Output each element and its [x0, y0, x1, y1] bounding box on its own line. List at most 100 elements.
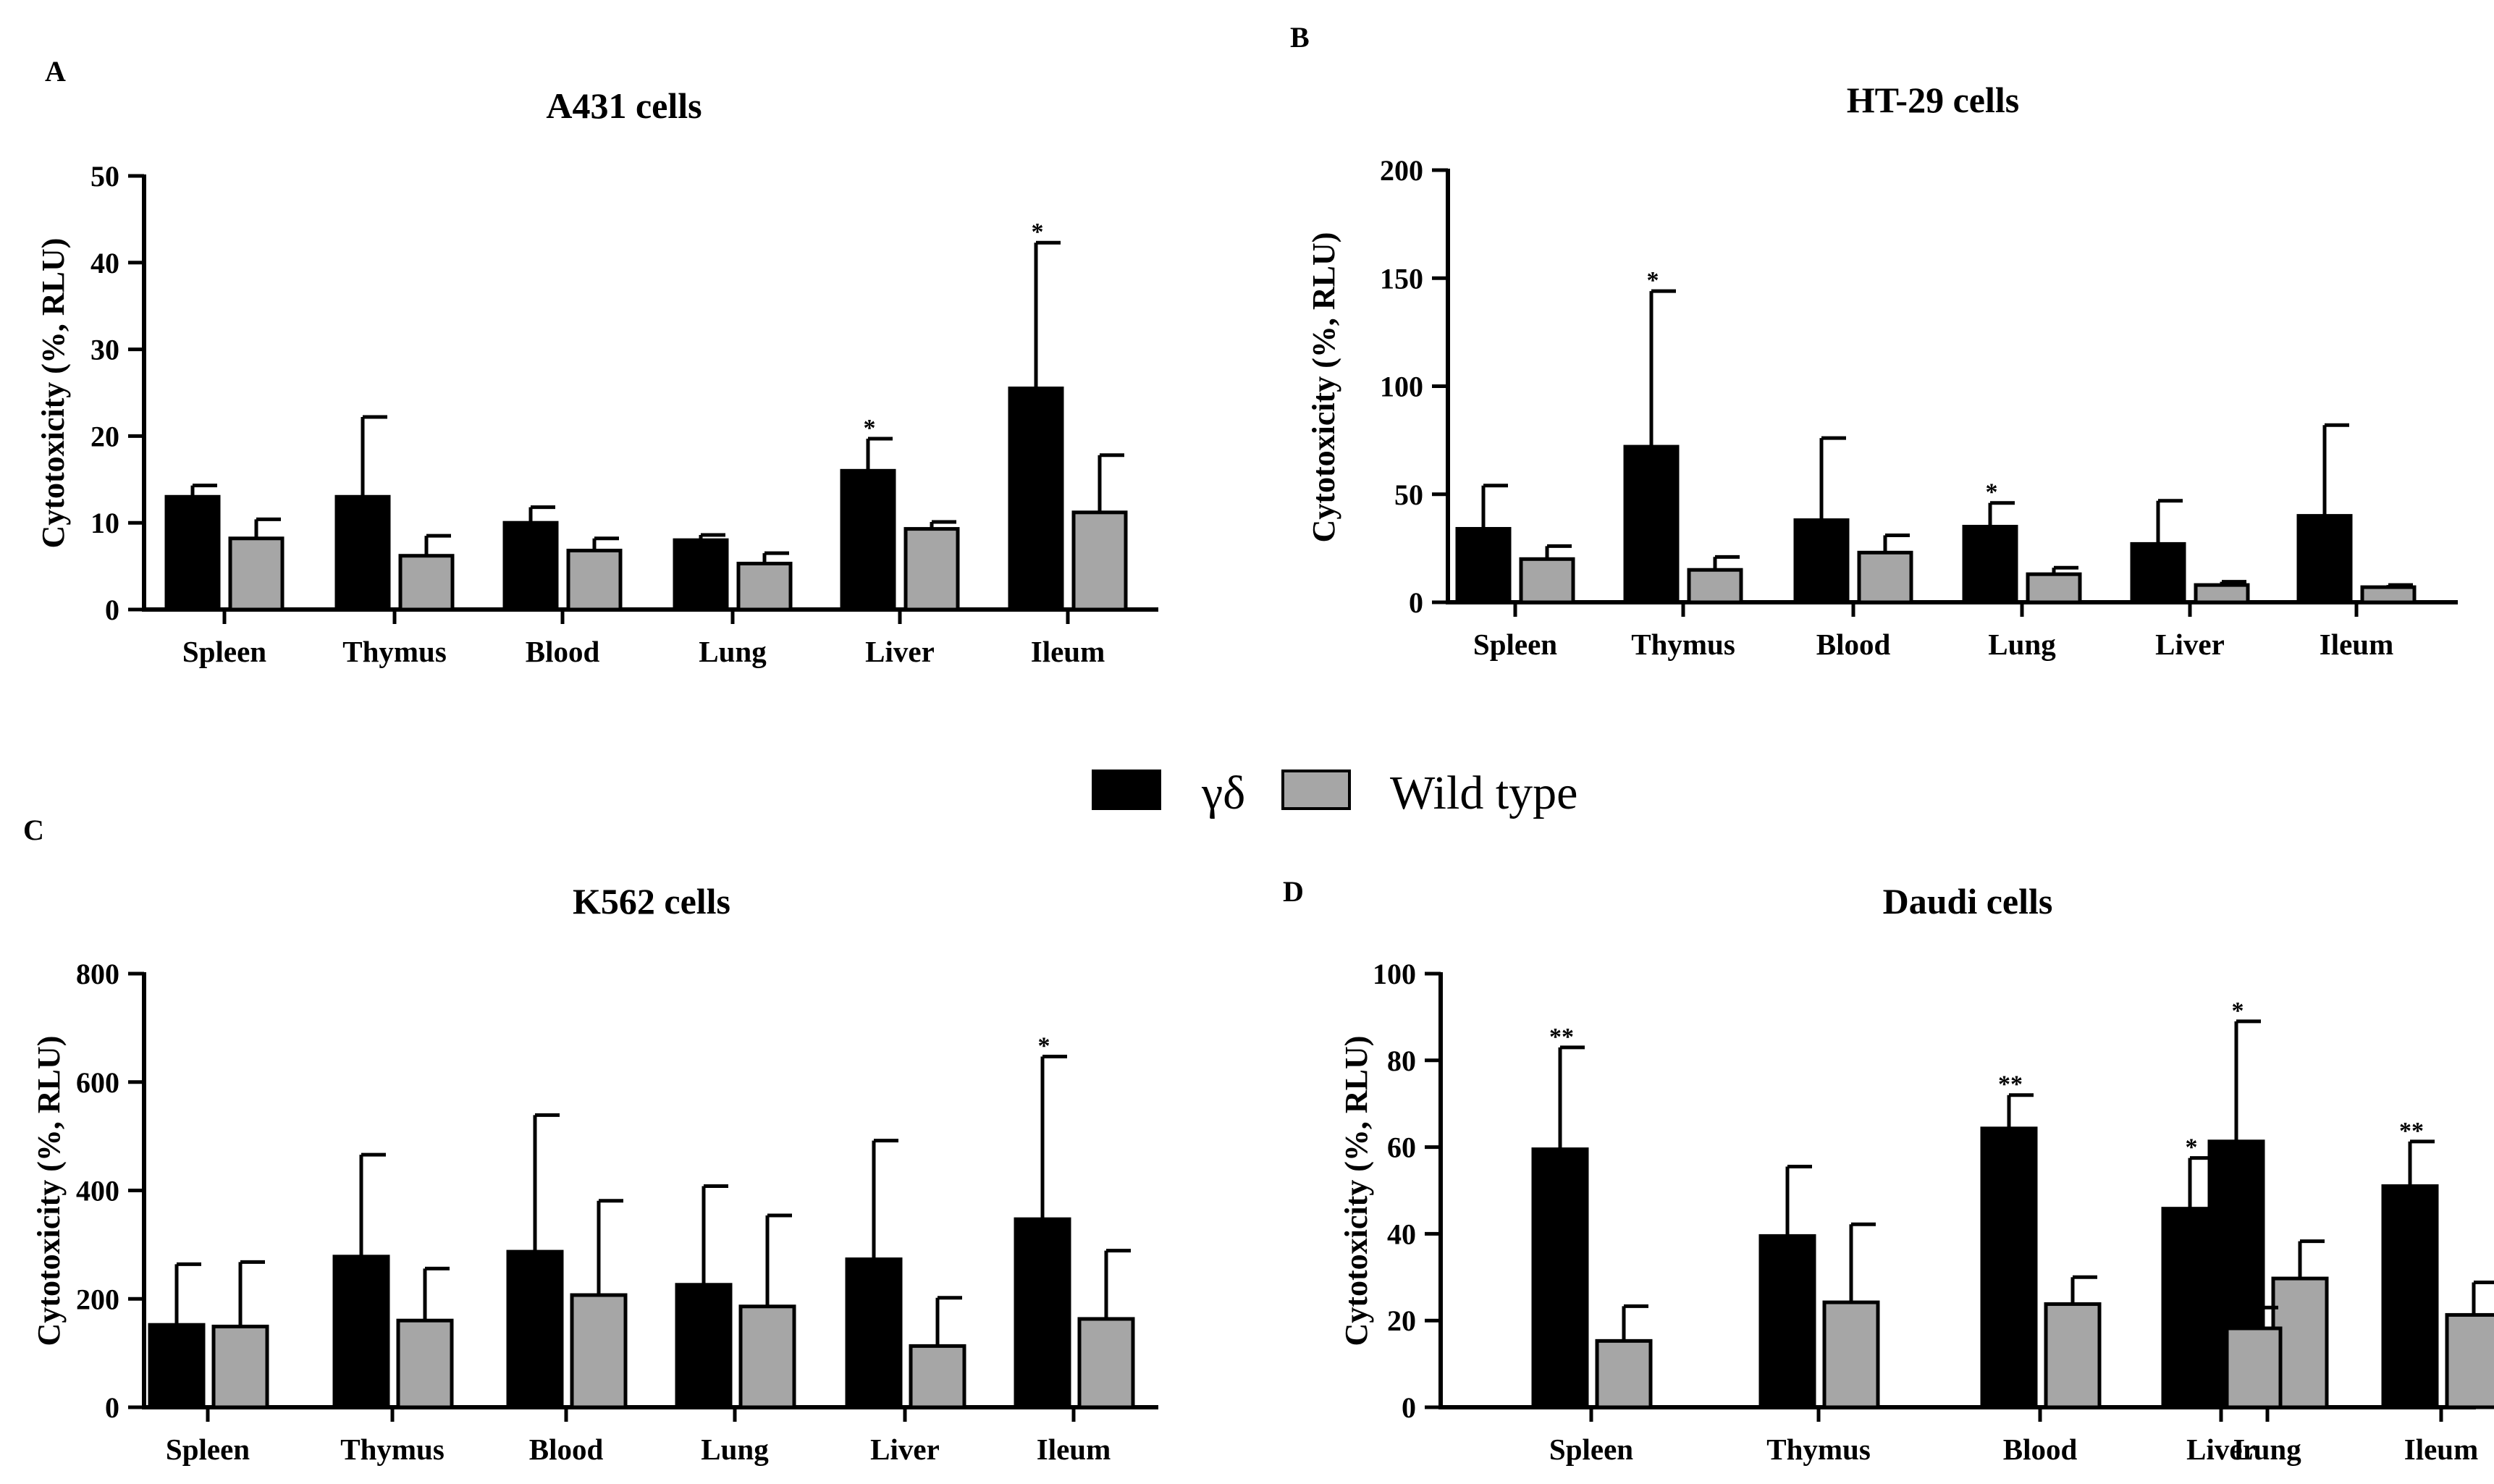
- panel-c-y-tick-label: 200: [76, 1283, 119, 1315]
- panel-d-y-tick-label: 80: [1387, 1045, 1416, 1077]
- panel-d-bar-gd: [1980, 1126, 2038, 1409]
- panel-a-bar-gd: [164, 494, 221, 612]
- panel-a-bar-gd: [673, 538, 729, 612]
- panel-c-plot: 0 200 400 600 800 Spleen Thymus Blood Lung Liver I…: [76, 958, 1158, 1466]
- panel-a: A A431 cells Cytotoxicity (%, RLU) 0 10 20…: [35, 55, 1158, 668]
- panel-c-category-label: Liver: [870, 1433, 940, 1466]
- panel-a-y-axis-title: Cytotoxicity (%, RLU): [35, 238, 71, 549]
- panel-a-bar-gd: [1008, 387, 1064, 612]
- legend-label-wild-type: Wild type: [1390, 767, 1577, 819]
- panel-a-y-tick-label: 40: [90, 247, 119, 279]
- panel-a-significance-marker: *: [1032, 219, 1044, 245]
- panel-a-category-label: Spleen: [182, 635, 266, 668]
- panel-b-significance-marker: *: [1647, 267, 1659, 294]
- panel-d-y-tick-label: 0: [1402, 1391, 1416, 1424]
- panel-b-title: HT-29 cells: [1847, 80, 2019, 120]
- panel-a-bar-wild-type: [903, 527, 960, 612]
- panel-b-y-axis-title: Cytotoxicity (%, RLU): [1306, 232, 1341, 543]
- panel-c-y-axis-title: Cytotoxicity (%, RLU): [31, 1036, 67, 1346]
- panel-d-category-label: Thymus: [1766, 1433, 1871, 1466]
- panel-b-category-label: Ileum: [2320, 628, 2394, 661]
- panel-a-bar-wild-type: [566, 549, 623, 612]
- panel-b-category-label: Spleen: [1473, 628, 1557, 661]
- panel-c-category-label: Blood: [529, 1433, 604, 1466]
- panel-b-bar-wild-type: [2194, 583, 2250, 604]
- panel-a-title: A431 cells: [546, 85, 702, 126]
- panel-d-bar-wild-type: [1595, 1338, 1653, 1409]
- panel-a-bar-wild-type: [1071, 510, 1128, 612]
- panel-b-bar-gd: [2130, 541, 2186, 604]
- panel-a-y-tick-label: 50: [90, 160, 119, 193]
- panel-d-significance-marker: *: [2186, 1134, 2198, 1161]
- panel-b-bar-gd: [1962, 525, 2018, 604]
- panel-a-category-label: Liver: [865, 635, 935, 668]
- panel-b-y-tick-label: 100: [1380, 371, 1423, 403]
- panel-c-bar-wild-type: [1077, 1317, 1135, 1409]
- panel-a-category-label: Ileum: [1031, 635, 1105, 668]
- panel-d-bar-wild-type: [2044, 1302, 2102, 1409]
- panel-d-bar-gd: [2381, 1184, 2439, 1409]
- panel-d-y-tick-label: 100: [1373, 958, 1416, 990]
- panel-d-category-label: Liver: [2186, 1433, 2256, 1466]
- panel-d-bar-wild-type: [1822, 1300, 1880, 1409]
- panel-c-significance-marker: *: [1038, 1033, 1050, 1060]
- panel-d-letter: D: [1283, 875, 1304, 908]
- panel-d-significance-marker: **: [2399, 1118, 2424, 1144]
- panel-a-plot: 0 10 20 30 40 50 Spleen Thymus Blood Lung Liver * Il…: [90, 160, 1158, 668]
- panel-b-category-label: Blood: [1816, 628, 1891, 661]
- panel-b-category-label: Lung: [1988, 628, 2056, 661]
- panel-b-y-tick-label: 150: [1380, 262, 1423, 295]
- panel-a-bar-gd: [334, 494, 391, 612]
- panel-d-category-label: Lung: [2233, 1433, 2301, 1466]
- panel-d-bar-gd: [1531, 1147, 1589, 1409]
- panel-a-category-label: Lung: [699, 635, 767, 668]
- panel-b: B HT-29 cells Cytotoxicity (%, RLU) 0 50 1…: [1290, 21, 2458, 661]
- panel-c-bar-wild-type: [738, 1304, 796, 1409]
- panel-b-bar-gd: [1793, 518, 1850, 604]
- panel-a-bar-gd: [840, 468, 896, 612]
- panel-b-bar-wild-type: [2360, 585, 2417, 604]
- panel-d-y-tick-label: 20: [1387, 1304, 1416, 1337]
- panel-c-y-tick-label: 800: [76, 958, 119, 990]
- panel-c-bar-wild-type: [396, 1318, 454, 1409]
- panel-c-bar-gd: [506, 1249, 564, 1409]
- panel-c-bar-gd: [1014, 1217, 1071, 1409]
- panel-b-y-tick-label: 50: [1394, 478, 1423, 511]
- panel-c-bar-gd: [148, 1323, 206, 1409]
- panel-d-bar-wild-type: [2445, 1312, 2494, 1409]
- legend-label-gd: γδ: [1201, 767, 1245, 819]
- panel-b-bar-wild-type: [2026, 572, 2082, 604]
- panel-d-significance-marker: *: [2232, 998, 2244, 1024]
- panel-b-significance-marker: *: [1986, 479, 1998, 506]
- panel-c-category-label: Lung: [701, 1433, 769, 1466]
- panel-a-y-tick-label: 20: [90, 420, 119, 452]
- panel-d-bar-gd: [1758, 1234, 1816, 1409]
- panel-b-plot: 0 50 100 150 200 Spleen Thymus * Blood Lung * Liver…: [1380, 154, 2458, 661]
- panel-c-category-label: Ileum: [1037, 1433, 1111, 1466]
- panel-d-plot: 0 20 40 60 80 100 Spleen ** Thymus Blood ** Lung * Li…: [1373, 958, 2494, 1466]
- panel-d-category-label: Ileum: [2404, 1433, 2479, 1466]
- panel-d-y-axis-title: Cytotoxicity (%, RLU): [1339, 1036, 1374, 1346]
- panel-a-y-tick-label: 30: [90, 334, 119, 366]
- panel-a-bar-gd: [502, 520, 559, 612]
- panel-b-category-label: Liver: [2155, 628, 2225, 661]
- panel-c-bar-wild-type: [211, 1324, 269, 1409]
- panel-c-bar-wild-type: [570, 1293, 628, 1409]
- panel-b-bar-wild-type: [1687, 568, 1743, 604]
- panel-d-category-label: Blood: [2003, 1433, 2078, 1466]
- panel-c-category-label: Thymus: [340, 1433, 445, 1466]
- panel-d-title: Daudi cells: [1883, 881, 2053, 922]
- panel-a-letter: A: [45, 55, 66, 88]
- panel-b-y-tick-label: 0: [1409, 586, 1423, 619]
- panel-c-bar-gd: [675, 1283, 733, 1409]
- panel-b-y-tick-label: 200: [1380, 154, 1423, 187]
- panel-b-bar-gd: [1623, 444, 1680, 604]
- panel-d-bar-wild-type: [2225, 1326, 2283, 1409]
- legend-swatch-wild-type: [1281, 770, 1351, 810]
- panel-a-y-tick-label: 0: [105, 594, 119, 626]
- panel-b-category-label: Thymus: [1631, 628, 1735, 661]
- panel-c-y-tick-label: 600: [76, 1066, 119, 1099]
- panel-d-bar-gd: [2161, 1207, 2219, 1409]
- panel-c-title: K562 cells: [573, 881, 730, 922]
